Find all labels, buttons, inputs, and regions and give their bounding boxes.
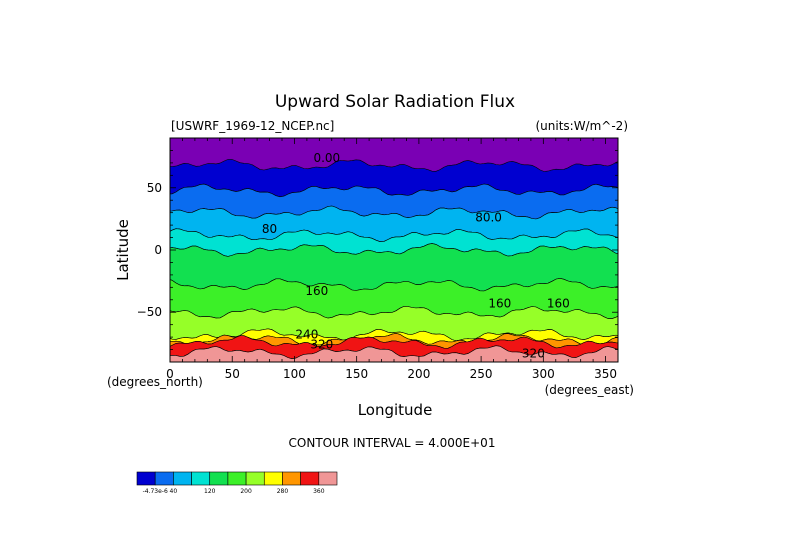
chart-title: Upward Solar Radiation Flux xyxy=(275,92,515,112)
contour-band xyxy=(170,138,618,172)
contour-label: 160 xyxy=(488,297,511,311)
contour-interval: CONTOUR INTERVAL = 4.000E+01 xyxy=(289,436,496,450)
colorbar-swatch xyxy=(154,471,174,486)
contour-label: 240 xyxy=(295,328,318,342)
contour-label: 80.0 xyxy=(475,211,502,225)
colorbar-label: 360 xyxy=(313,488,325,495)
colorbar-label: 40 xyxy=(170,488,178,495)
y-unit-label: (degrees_north) xyxy=(107,375,203,389)
contour-band xyxy=(170,345,618,362)
x-tick-label: 100 xyxy=(283,367,306,381)
x-tick-label: 0 xyxy=(166,367,174,381)
x-axis-title: Longitude xyxy=(358,401,433,419)
contour-label: 0.00 xyxy=(313,151,340,165)
x-unit-label: (degrees_east) xyxy=(545,383,634,397)
y-tick-label: 0 xyxy=(154,243,162,257)
colorbar-swatch xyxy=(318,471,338,486)
x-tick-label: 300 xyxy=(532,367,555,381)
colorbar-label: 120 xyxy=(204,488,216,495)
colorbar-swatch xyxy=(136,471,156,486)
contour-label: 80 xyxy=(262,222,277,236)
contour-label: 160 xyxy=(305,284,328,298)
colorbar-swatch xyxy=(173,471,192,486)
colorbar-swatch xyxy=(227,471,247,486)
colorbar-swatch xyxy=(282,471,301,486)
colorbar-swatch xyxy=(209,471,229,486)
colorbar-swatch xyxy=(263,471,283,486)
colorbar: -4.73e-6 40 120 200 280 360 xyxy=(136,471,338,495)
plot-area xyxy=(170,138,618,362)
colorbar-swatch xyxy=(300,471,320,486)
contour-label: 160 xyxy=(547,297,570,311)
x-tick-label: 350 xyxy=(594,367,617,381)
contour-label: 320 xyxy=(522,346,545,360)
y-axis-title: Latitude xyxy=(114,219,132,281)
x-tick-label: 250 xyxy=(470,367,493,381)
x-tick-label: 50 xyxy=(225,367,240,381)
colorbar-label: 200 xyxy=(240,488,252,495)
colorbar-swatch xyxy=(191,471,211,486)
chart-units-label: (units:W/m^-2) xyxy=(535,119,628,133)
y-tick-label: −50 xyxy=(137,305,162,319)
x-tick-label: 200 xyxy=(407,367,430,381)
contour-label: 320 xyxy=(310,338,333,352)
colorbar-label: 280 xyxy=(277,488,289,495)
colorbar-swatch xyxy=(245,471,265,486)
colorbar-label: -4.73e-6 xyxy=(143,488,168,495)
y-tick-label: 50 xyxy=(147,181,162,195)
axis-ticks: 0 50 100 150 200 250 300 350 50 0 −50 xyxy=(137,137,619,381)
x-tick-label: 150 xyxy=(345,367,368,381)
chart-subtitle-left: [USWRF_1969-12_NCEP.nc] xyxy=(171,119,334,133)
